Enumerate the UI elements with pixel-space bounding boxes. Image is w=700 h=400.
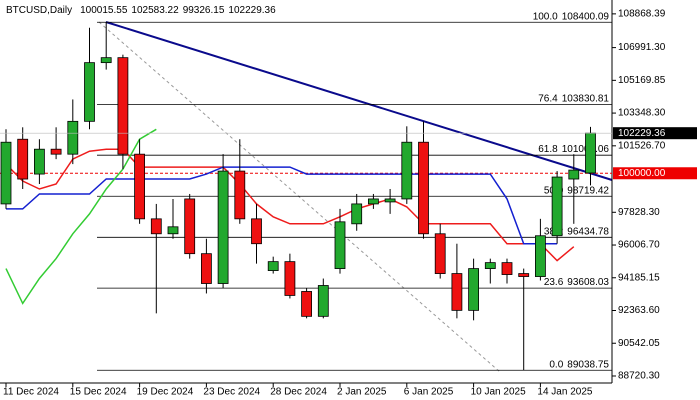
fib-price: 89038.75 bbox=[567, 359, 609, 370]
candle-body bbox=[367, 198, 379, 205]
symbol: BTCUSD,Daily bbox=[6, 5, 72, 16]
candle-body bbox=[150, 218, 162, 235]
x-tick-label: 6 Jan 2025 bbox=[404, 387, 454, 398]
fib-ratio: 76.4 bbox=[538, 93, 558, 104]
candle-body bbox=[267, 261, 279, 271]
fib-label: 0.0 89038.75 bbox=[549, 359, 609, 370]
y-tick-label: 103348.30 bbox=[618, 108, 666, 119]
candle-body bbox=[568, 169, 580, 180]
indicator-line bbox=[6, 166, 558, 245]
x-tick-label: 11 Dec 2024 bbox=[3, 387, 59, 398]
candle-body bbox=[284, 261, 296, 296]
x-tick-label: 28 Dec 2024 bbox=[270, 387, 327, 398]
candle-body bbox=[184, 198, 196, 255]
y-tick-label: 88720.30 bbox=[618, 371, 660, 382]
y-tick-label: 90542.05 bbox=[618, 338, 660, 349]
y-tick-label: 105169.85 bbox=[618, 75, 666, 86]
x-tick-label: 19 Dec 2024 bbox=[137, 387, 194, 398]
fib-ratio: 61.8 bbox=[538, 144, 558, 155]
candle-body bbox=[234, 170, 246, 220]
fib-label: 76.4 103830.81 bbox=[538, 93, 609, 104]
candle-body bbox=[551, 176, 563, 237]
y-tick-label: 97828.30 bbox=[618, 207, 660, 218]
y-tick-label: 101526.70 bbox=[618, 140, 666, 151]
fib-price: 96434.78 bbox=[567, 226, 609, 237]
candle-body bbox=[317, 285, 329, 317]
last-price-box bbox=[613, 127, 697, 140]
fib-label: 23.6 93608.03 bbox=[544, 277, 610, 288]
header-low: 99326.15 bbox=[183, 5, 225, 16]
candle-body bbox=[351, 203, 363, 225]
header: BTCUSD,Daily 100015.55 102583.22 99326.15 10… bbox=[6, 5, 276, 16]
candle-body bbox=[468, 268, 480, 311]
x-tick-label: 23 Dec 2024 bbox=[203, 387, 260, 398]
header-high: 102583.22 bbox=[131, 5, 179, 16]
fib-price: 103830.81 bbox=[562, 93, 610, 104]
candle-body bbox=[50, 148, 62, 155]
header-open: 100015.55 bbox=[80, 5, 128, 16]
candle-body bbox=[334, 221, 346, 269]
fib-ratio: 100.0 bbox=[533, 11, 558, 22]
fib-ratio: 23.6 bbox=[544, 277, 564, 288]
fib-price: 98719.42 bbox=[567, 185, 609, 196]
candle-body bbox=[100, 57, 112, 64]
x-tick-label: 14 Jan 2025 bbox=[537, 387, 592, 398]
candle-body bbox=[484, 262, 496, 269]
trend-line bbox=[105, 21, 613, 181]
candle-body bbox=[251, 218, 262, 245]
candle-body bbox=[585, 132, 596, 174]
fib-price: 93608.03 bbox=[567, 277, 609, 288]
candle-body bbox=[384, 198, 396, 203]
candle-body bbox=[535, 235, 546, 277]
fib-label: 100.0 108400.09 bbox=[533, 11, 610, 22]
y-tick-label: 108868.39 bbox=[618, 9, 666, 20]
x-tick-label: 10 Jan 2025 bbox=[471, 387, 526, 398]
candle-body bbox=[501, 262, 513, 275]
candle-body bbox=[67, 120, 79, 155]
fib-diagonal bbox=[98, 21, 501, 373]
candle-body bbox=[200, 253, 212, 284]
candle-body bbox=[401, 141, 413, 200]
y-tick-label: 94185.15 bbox=[618, 272, 660, 283]
x-tick-label: 2 Jan 2025 bbox=[337, 387, 387, 398]
candle-body bbox=[167, 226, 179, 235]
candle-body bbox=[84, 62, 95, 122]
alert-label: 100000.00 bbox=[618, 168, 666, 179]
candle-body bbox=[117, 57, 129, 155]
candle-body bbox=[0, 141, 12, 205]
candle-body bbox=[134, 153, 146, 220]
fib-label: 61.8101004.06 bbox=[538, 144, 609, 155]
last-price-label: 102229.36 bbox=[618, 128, 666, 139]
candle-body bbox=[518, 273, 530, 277]
indicator-line bbox=[5, 128, 157, 305]
alert-box bbox=[613, 167, 697, 180]
fib-price: 108400.09 bbox=[562, 11, 610, 22]
indicator-line bbox=[5, 148, 575, 262]
y-tick-label: 106991.30 bbox=[618, 42, 666, 53]
candle-body bbox=[451, 273, 463, 311]
y-tick-label: 96006.70 bbox=[618, 240, 660, 251]
candle-body bbox=[34, 148, 45, 175]
fib-ratio: 0.0 bbox=[549, 359, 563, 370]
candle-body bbox=[17, 138, 29, 180]
candle-body bbox=[217, 170, 229, 284]
header-close: 102229.36 bbox=[228, 5, 276, 16]
y-tick-label: 92363.60 bbox=[618, 305, 660, 316]
candle-body bbox=[418, 141, 429, 235]
candle-body bbox=[301, 291, 313, 317]
candle-body bbox=[434, 233, 446, 274]
x-tick-label: 15 Dec 2024 bbox=[70, 387, 127, 398]
